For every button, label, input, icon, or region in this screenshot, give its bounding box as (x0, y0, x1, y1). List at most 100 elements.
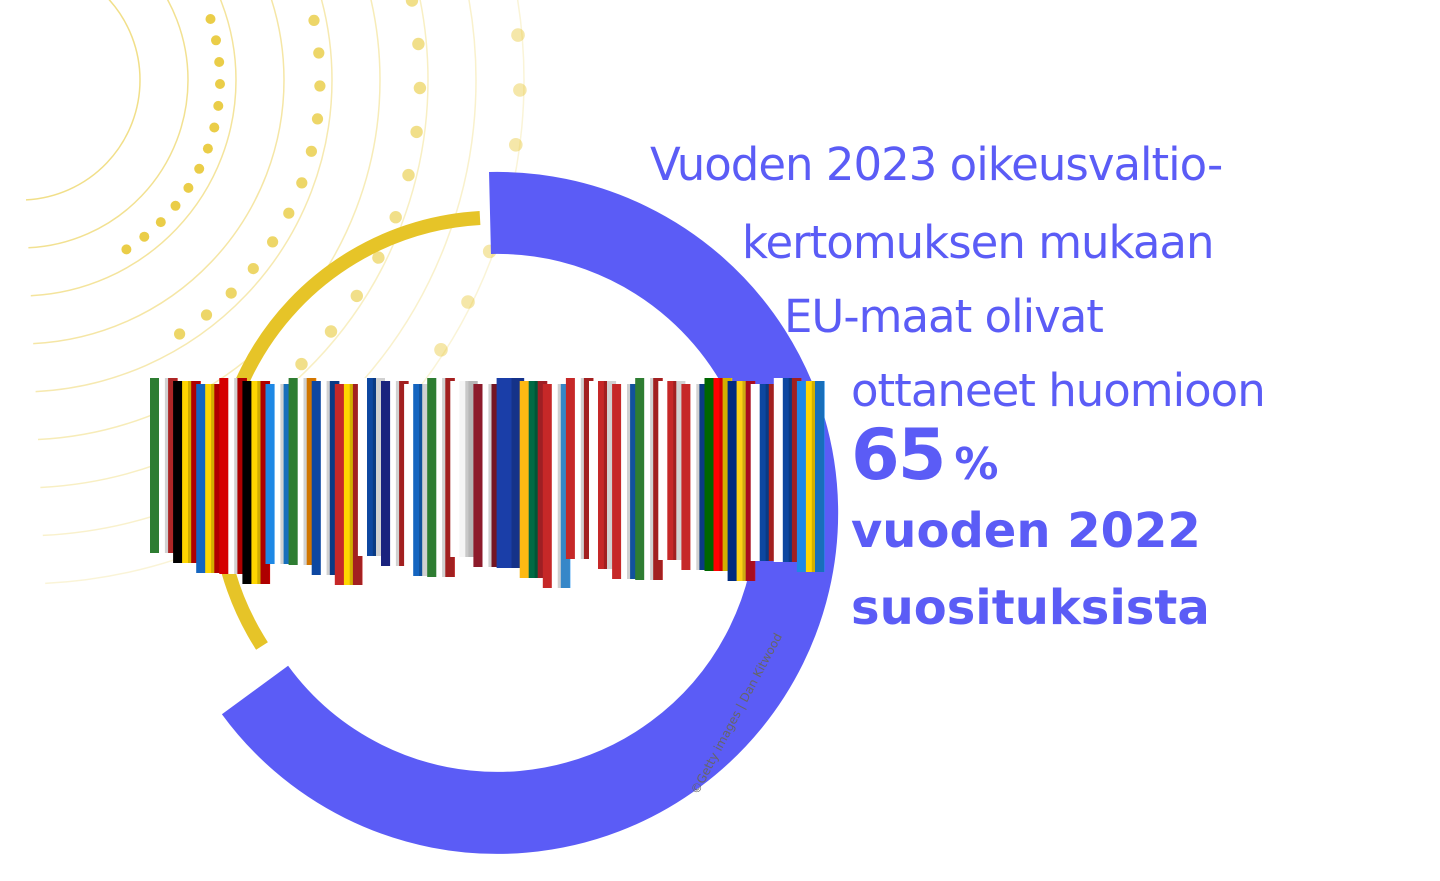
sunburst-dot (200, 309, 213, 321)
flag-stripe (635, 378, 645, 580)
percentage-value: 65 (851, 414, 946, 496)
flag-stripe (482, 384, 493, 567)
flag-stripe (736, 381, 747, 581)
sunburst-dot (405, 0, 419, 7)
sunburst-dot (296, 177, 308, 189)
flag-stripe (468, 381, 478, 557)
flag-stripe (219, 378, 229, 574)
flag-stripe (450, 381, 460, 557)
sunburst-arc (37, 0, 381, 441)
headline-line-4: ottaneet huomioon (851, 364, 1266, 417)
sunburst-dot (509, 138, 523, 152)
flag-stripe (791, 378, 802, 562)
flag-stripe (815, 381, 825, 572)
flag-stripe (514, 378, 525, 568)
flag-stripe (274, 384, 285, 564)
flag-stripe (653, 378, 663, 580)
flag-stripe (607, 381, 617, 569)
flag (796, 381, 825, 572)
sunburst-dot (402, 168, 415, 182)
flag-stripe (722, 378, 733, 571)
flag-stripe (251, 381, 261, 584)
flag-stripe (228, 378, 238, 574)
sunburst-dot (205, 14, 216, 24)
flag-stripe (445, 378, 455, 577)
sunburst-dot (308, 14, 320, 26)
flag-stripe (390, 381, 400, 566)
flag-stripe (491, 384, 502, 567)
sunburst-dot (225, 287, 237, 299)
flag-stripe (699, 384, 709, 570)
flag-stripe (283, 384, 294, 564)
flag-stripe (329, 381, 340, 575)
flag-stripe (745, 381, 756, 581)
flag-stripe (173, 381, 183, 563)
flag-stripe (260, 381, 271, 584)
sunburst-dot (350, 289, 363, 303)
flag-stripe (399, 381, 409, 566)
eu-flags-image (150, 378, 825, 588)
sunburst-dot (511, 28, 525, 42)
flag-stripe (630, 384, 640, 579)
flag-stripe (381, 381, 391, 566)
headline-line-5: vuoden 2022 (851, 503, 1201, 559)
sunburst-dot (461, 295, 475, 309)
flag-stripe (681, 384, 691, 570)
sunburst-dot (155, 217, 166, 228)
sunburst-dot (410, 125, 423, 139)
flag-stripe (667, 381, 677, 560)
flag-stripe (237, 378, 247, 574)
sunburst-dot (283, 207, 295, 219)
flag-stripe (473, 384, 483, 567)
sunburst-dot (183, 182, 194, 193)
flag-stripe (427, 378, 437, 577)
flag-stripe (205, 384, 215, 573)
flag-stripe (357, 378, 368, 556)
sunburst-dot (213, 100, 224, 111)
sunburst-arc (35, 0, 333, 393)
sunburst-dot (267, 236, 279, 248)
flag-stripe (404, 384, 414, 576)
sunburst-arc (25, 0, 141, 201)
flag-stripe (214, 384, 224, 573)
flag-stripe (644, 378, 654, 580)
flag-stripe (598, 381, 608, 569)
flag-stripe (459, 381, 469, 557)
flag-stripe (367, 378, 377, 556)
flag-stripe (676, 381, 686, 560)
headline-line-1: Vuoden 2023 oikeusvaltio- (650, 138, 1223, 191)
flag-stripe (168, 378, 178, 553)
sunburst-dot (295, 357, 308, 371)
flag-stripe (528, 381, 539, 578)
flag-stripe (805, 381, 816, 572)
flag-stripe (436, 378, 446, 577)
sunburst-dot (324, 325, 338, 338)
flag-stripe (589, 381, 599, 569)
sunburst-arc (28, 0, 189, 249)
flag-stripe (773, 378, 784, 562)
flag-stripe (565, 378, 576, 559)
flag-stripe (306, 378, 317, 565)
flag-stripe (542, 384, 553, 588)
flag-stripe (150, 378, 160, 553)
sunburst-dot (202, 143, 213, 154)
flag-stripe (537, 381, 548, 578)
flag-stripe (612, 384, 622, 579)
sunburst-dot (194, 163, 205, 174)
sunburst-dot (413, 81, 427, 95)
flag-stripe (551, 384, 562, 588)
flag-stripe (713, 378, 724, 571)
sunburst-dot (121, 244, 132, 255)
flag-stripe (352, 384, 363, 585)
sunburst-dot (215, 79, 225, 89)
flag-shade (811, 381, 824, 572)
headline-line-2: kertomuksen mukaan (742, 216, 1214, 269)
flag-stripe (376, 378, 386, 556)
flag-stripe (621, 384, 631, 579)
percentage-figure: 65% (851, 414, 999, 496)
sunburst-dot (209, 122, 220, 133)
flag-stripe (343, 384, 354, 585)
sunburst-dot (247, 263, 259, 275)
sunburst-dot (139, 231, 150, 242)
